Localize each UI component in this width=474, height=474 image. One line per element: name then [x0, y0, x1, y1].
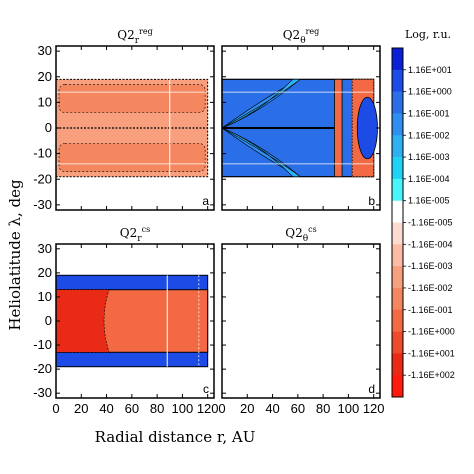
panel-letter: a	[202, 194, 209, 208]
colorbar-level-label: 1.16E+000	[408, 87, 452, 97]
colorbar-swatch	[392, 113, 403, 136]
panel-a: -30 -20 -10 0 10 20 30 Q2rreg a	[33, 27, 215, 212]
x-tick-label: 100	[338, 401, 360, 416]
panel-title: Q2θcs	[285, 225, 317, 244]
colorbar-level-label: 1.16E-002	[408, 130, 450, 140]
colorbar-level-label: 1.16E-001	[408, 108, 450, 118]
colorbar-level-label: -1.16E-004	[408, 239, 453, 249]
x-tick-label: 60	[125, 401, 139, 416]
y-tick-label: 20	[38, 69, 52, 84]
colorbar-level-label: 1.16E-005	[408, 196, 450, 206]
colorbar-level-label: -1.16E+002	[408, 370, 455, 380]
colorbar-level-label: -1.16E-003	[408, 261, 453, 271]
colorbar-level-label: -1.16E+000	[408, 327, 455, 337]
panel-c: -30 -20 -10 0 10 20 30 0 20 40 60 80 100 120 Q2rcs c	[33, 225, 218, 416]
x-tick-label: 40	[265, 401, 279, 416]
colorbar-title: Log, r.u.	[405, 28, 451, 41]
y-axis-title: Heliolatitude λ, deg	[6, 179, 24, 331]
y-tick-label: -10	[33, 146, 52, 161]
x-axis-title: Radial distance r, AU	[95, 428, 256, 446]
panel-title: Q2rreg	[117, 27, 152, 46]
x-tick-label: 20	[74, 401, 88, 416]
panel-background	[222, 244, 380, 398]
contour-band	[221, 127, 302, 177]
x-tick-label: 0	[52, 401, 59, 416]
x-tick-label: 120	[363, 401, 385, 416]
colorbar-swatch	[392, 48, 403, 71]
x-tick-label: 60	[291, 401, 305, 416]
panel-d: 0 20 40 60 80 100 120 Q2θcs d	[218, 225, 384, 416]
colorbar-level-label: 1.16E-004	[408, 174, 450, 184]
shock-band	[334, 78, 343, 178]
y-tick-label: 30	[38, 43, 52, 58]
x-tick-label: 80	[150, 401, 164, 416]
y-tick-label: -10	[33, 337, 52, 352]
colorbar-swatch	[392, 353, 403, 376]
y-tick-label: 20	[38, 265, 52, 280]
y-tick-label: -20	[33, 361, 52, 376]
y-tick-label: -20	[33, 171, 52, 186]
y-tick-label: 10	[38, 289, 52, 304]
colorbar-swatch	[392, 244, 403, 267]
x-tick-label: 80	[316, 401, 330, 416]
colorbar-swatch	[392, 266, 403, 289]
y-tick-label: 0	[45, 313, 52, 328]
x-tick-label: 40	[99, 401, 113, 416]
y-tick-label: 30	[38, 241, 52, 256]
colorbar-swatch	[392, 135, 403, 158]
colorbar-swatch	[392, 91, 403, 114]
y-tick-label: -30	[33, 385, 52, 400]
colorbar-swatch	[392, 287, 403, 311]
colorbar-swatch	[392, 200, 403, 223]
colorbar-swatch	[392, 309, 403, 332]
panel-title: Q2rcs	[120, 225, 150, 244]
x-tick-label: 20	[240, 401, 254, 416]
colorbar-swatch	[392, 69, 403, 92]
colorbar: Log, r.u. 1.16E+001 1.16E+000 1.16E-001 1.16…	[391, 28, 455, 398]
y-tick-label: -30	[33, 197, 52, 212]
colorbar-level-label: -1.16E-001	[408, 305, 453, 315]
inner-band-upper	[58, 84, 206, 113]
colorbar-level-label: 1.16E-003	[408, 152, 450, 162]
colorbar-level-label: -1.16E-002	[408, 283, 453, 293]
colorbar-swatch	[392, 375, 403, 398]
inner-band-lower	[58, 143, 206, 172]
x-tick-label: 0	[218, 401, 225, 416]
panel-letter: d	[368, 382, 375, 396]
x-tick-label: 100	[172, 401, 194, 416]
panel-b: Q2θreg b	[221, 27, 381, 211]
colorbar-level-label: 1.16E+001	[408, 65, 452, 75]
panel-letter: c	[203, 382, 209, 396]
colorbar-swatch	[392, 331, 403, 354]
panel-letter: b	[368, 194, 375, 208]
colorbar-level-label: -1.16E+001	[408, 348, 455, 358]
colorbar-swatch	[392, 178, 403, 201]
outer-lobe	[356, 96, 378, 160]
y-tick-label: 10	[38, 94, 52, 109]
x-tick-label: 120	[197, 401, 219, 416]
inner-core	[55, 289, 110, 353]
colorbar-level-label: -1.16E-005	[408, 218, 453, 228]
contour-band	[221, 79, 302, 129]
panels: -30 -20 -10 0 10 20 30 Q2rreg a Q2θreg b -30 -20 -10 0…	[33, 27, 384, 416]
y-tick-label: 0	[45, 120, 52, 135]
colorbar-swatch	[392, 222, 403, 245]
colorbar-swatch	[392, 157, 403, 180]
panel-title: Q2θreg	[283, 27, 320, 46]
